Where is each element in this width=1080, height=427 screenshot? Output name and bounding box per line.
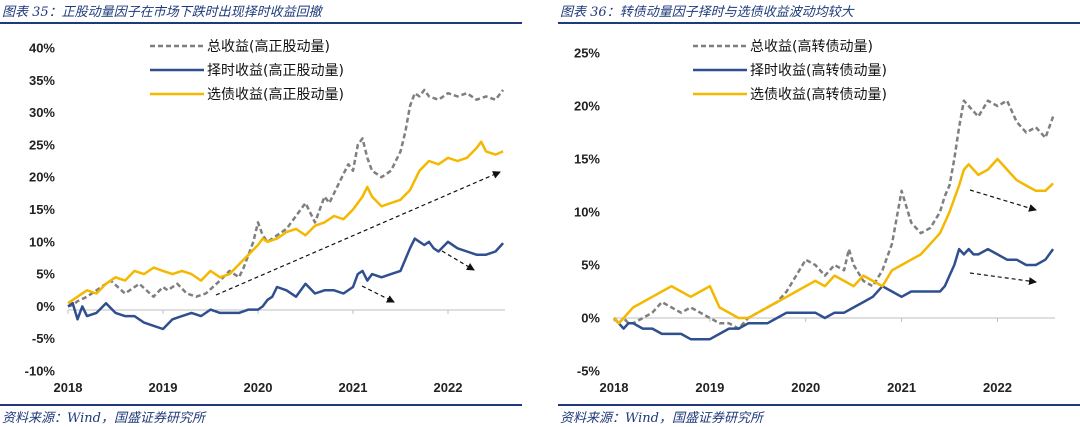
- series-line: [613, 99, 1055, 330]
- bottom-rule: [0, 404, 522, 406]
- source-note: 资料来源：Wind，国盛证券研究所: [2, 411, 205, 426]
- series-line: [613, 247, 1055, 341]
- trend-arrow: [441, 250, 475, 271]
- y-tick-label: 0%: [36, 299, 55, 314]
- chart-panel-left: 图表 35：正股动量因子在市场下跌时出现择时收益回撤 -10% -5% 0% 5% 10…: [0, 0, 522, 427]
- series-line: [613, 157, 1054, 325]
- y-tick-label: 20%: [29, 170, 55, 185]
- x-tick-label: 2022: [983, 380, 1012, 395]
- x-tick-label: 2019: [695, 380, 724, 395]
- legend-label: 择时收益(高正股动量): [207, 62, 344, 79]
- y-tick-label: 30%: [29, 105, 55, 120]
- y-tick-label: 40%: [29, 41, 55, 56]
- x-tick-label: 2021: [887, 380, 916, 395]
- x-tick-label: 2018: [600, 380, 629, 395]
- y-tick-label: 35%: [29, 73, 55, 88]
- legend-label: 择时收益(高转债动量): [750, 62, 887, 79]
- source-note: 资料来源：Wind，国盛证券研究所: [560, 411, 763, 426]
- series-line: [67, 237, 505, 331]
- y-tick-label: 20%: [574, 99, 600, 114]
- y-tick-label: 5%: [36, 267, 55, 282]
- trend-arrow: [215, 171, 501, 296]
- top-rule: [558, 22, 1080, 24]
- y-tick-label: -10%: [25, 364, 56, 379]
- trend-arrow: [361, 285, 395, 303]
- line-chart: -5% 0% 5% 10% 15% 20% 25% 2018 2019 2020 2021 2022 总…: [574, 38, 1055, 395]
- y-tick-label: 10%: [574, 205, 600, 220]
- x-tick-label: 2020: [244, 380, 273, 395]
- y-tick-label: 15%: [29, 202, 55, 217]
- x-tick-label: 2021: [339, 380, 368, 395]
- figure-title: 图表 36：转债动量因子择时与选债收益波动均较大: [560, 5, 854, 20]
- y-tick-label: 5%: [581, 258, 600, 273]
- y-tick-label: 15%: [574, 152, 600, 167]
- figure-title: 图表 35：正股动量因子在市场下跌时出现择时收益回撤: [2, 5, 322, 20]
- top-rule: [0, 22, 522, 24]
- x-tick-label: 2020: [791, 380, 820, 395]
- y-tick-label: 10%: [29, 234, 55, 249]
- y-tick-label: 25%: [574, 46, 600, 61]
- x-tick-label: 2019: [149, 380, 178, 395]
- line-chart: -10% -5% 0% 5% 10% 15% 20% 25% 30% 35% 40% 2018 2019…: [25, 38, 505, 395]
- x-tick-label: 2018: [54, 380, 83, 395]
- series-line: [67, 140, 504, 305]
- bottom-rule: [558, 404, 1080, 406]
- trend-arrow: [969, 272, 1037, 286]
- legend-label: 选债收益(高转债动量): [750, 86, 887, 103]
- x-tick-label: 2022: [434, 380, 463, 395]
- legend-label: 总收益(高转债动量): [750, 38, 873, 55]
- trend-arrow: [969, 189, 1037, 212]
- y-tick-label: -5%: [577, 364, 601, 379]
- legend-label: 选债收益(高正股动量): [207, 86, 344, 103]
- series-line: [67, 88, 505, 308]
- y-tick-label: 0%: [581, 311, 600, 326]
- chart-panel-right: 图表 36：转债动量因子择时与选债收益波动均较大 -5% 0% 5% 10% 15% 20…: [558, 0, 1080, 427]
- y-tick-label: 25%: [29, 137, 55, 152]
- y-tick-label: -5%: [32, 331, 56, 346]
- legend-label: 总收益(高正股动量): [207, 38, 330, 55]
